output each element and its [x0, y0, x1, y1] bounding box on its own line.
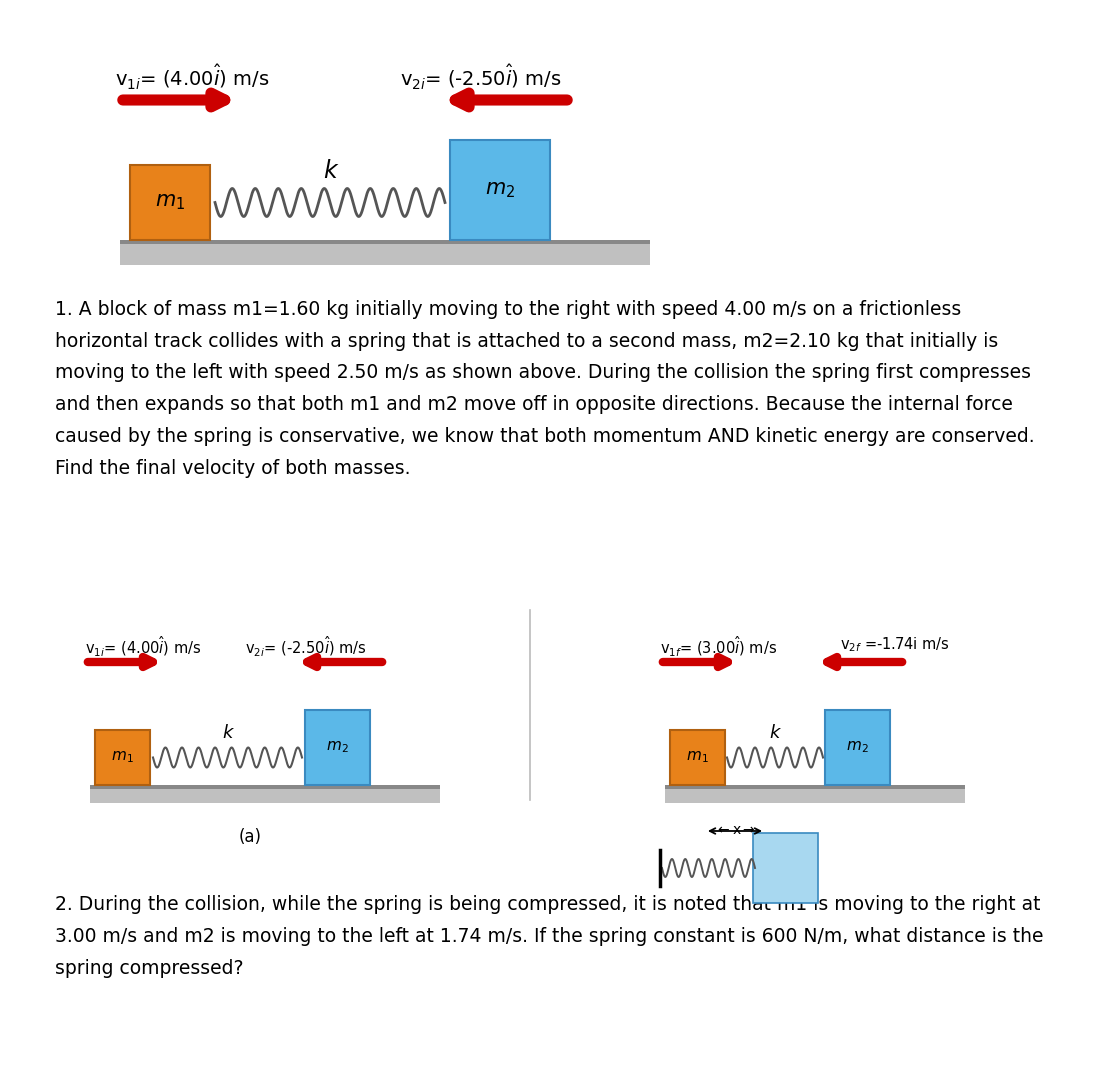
Text: $\leftarrow$x$\rightarrow$: $\leftarrow$x$\rightarrow$	[715, 823, 756, 837]
Text: k: k	[770, 724, 780, 743]
Bar	[90, 785, 440, 802]
Bar	[120, 240, 650, 244]
Bar	[450, 140, 550, 240]
Text: v$_{1f}$= (3.00$\hat{i}$) m/s: v$_{1f}$= (3.00$\hat{i}$) m/s	[660, 635, 777, 659]
Text: v$_{1i}$= (4.00$\hat{i}$) m/s: v$_{1i}$= (4.00$\hat{i}$) m/s	[85, 635, 202, 659]
Bar	[120, 240, 650, 265]
Bar	[305, 710, 370, 785]
Text: m$_1$: m$_1$	[686, 750, 709, 765]
Bar	[130, 165, 211, 240]
Text: k: k	[223, 724, 233, 743]
Text: k: k	[324, 158, 337, 183]
Bar	[95, 730, 150, 785]
Bar	[665, 785, 965, 802]
Text: v$_{1i}$= (4.00$\hat{i}$) m/s: v$_{1i}$= (4.00$\hat{i}$) m/s	[115, 63, 269, 92]
Bar	[90, 785, 440, 789]
Text: m$_1$: m$_1$	[155, 193, 185, 213]
Bar	[670, 730, 725, 785]
Text: m$_2$: m$_2$	[485, 180, 515, 200]
Text: m$_1$: m$_1$	[111, 750, 134, 765]
Bar	[825, 710, 890, 785]
Text: 1. A block of mass m1=1.60 kg initially moving to the right with speed 4.00 m/s : 1. A block of mass m1=1.60 kg initially …	[55, 300, 1035, 477]
Text: v$_{2i}$= (-2.50$\hat{i}$) m/s: v$_{2i}$= (-2.50$\hat{i}$) m/s	[245, 635, 367, 659]
Text: 2. During the collision, while the spring is being compressed, it is noted that : 2. During the collision, while the sprin…	[55, 895, 1044, 978]
Text: (a): (a)	[238, 828, 261, 846]
Text: m$_2$: m$_2$	[326, 739, 349, 755]
Bar	[753, 834, 818, 903]
Text: m$_2$: m$_2$	[847, 739, 869, 755]
Text: v$_{2f}$ =-1.74i m/s: v$_{2f}$ =-1.74i m/s	[840, 635, 950, 654]
Bar	[665, 785, 965, 789]
Text: v$_{2i}$= (-2.50$\hat{i}$) m/s: v$_{2i}$= (-2.50$\hat{i}$) m/s	[400, 63, 562, 92]
